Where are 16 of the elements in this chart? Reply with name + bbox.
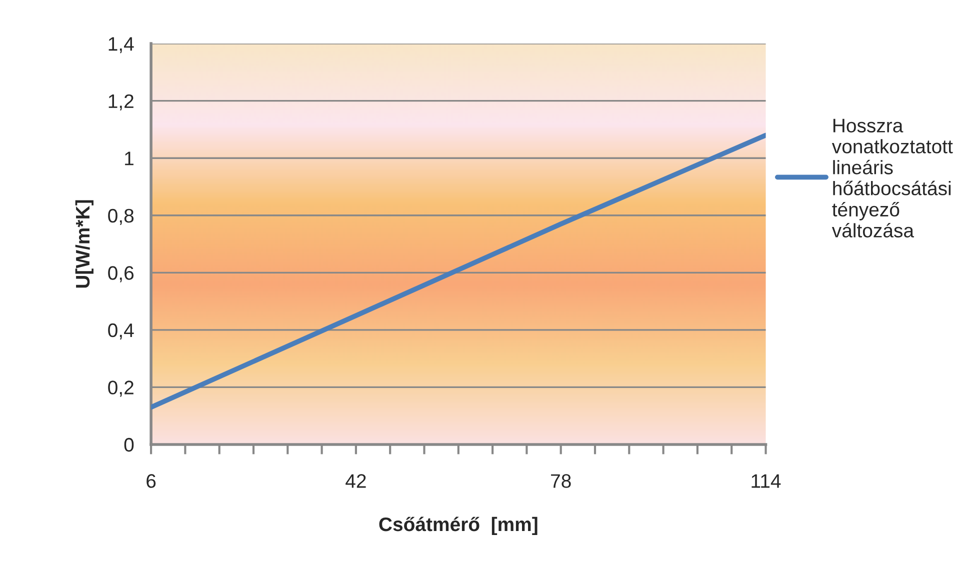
y-tick-label: 1,2	[108, 94, 134, 110]
y-tick-label: 0	[124, 438, 134, 452]
y-tick-label: 0,4	[108, 323, 134, 340]
x-axis-title: Csőátmérő [mm]	[379, 516, 538, 536]
x-tick-label: 6	[146, 474, 156, 488]
y-tick-label: 0,6	[108, 266, 134, 282]
y-tick-label: 1,4	[108, 37, 134, 54]
x-tick-label: 78	[551, 474, 571, 488]
legend-label: Hosszra vonatkoztatott lineáris hőátbocsátási tényező változása	[832, 118, 953, 238]
x-tick-label: 42	[346, 474, 366, 488]
y-tick-label: 0,2	[108, 380, 134, 397]
y-axis-title: U[W/m*K]	[75, 200, 94, 288]
line-series	[151, 132, 766, 410]
y-tick-label: 0,8	[108, 208, 134, 225]
y-tick-label: 1	[125, 152, 134, 166]
x-tick-label: 114	[752, 474, 781, 488]
